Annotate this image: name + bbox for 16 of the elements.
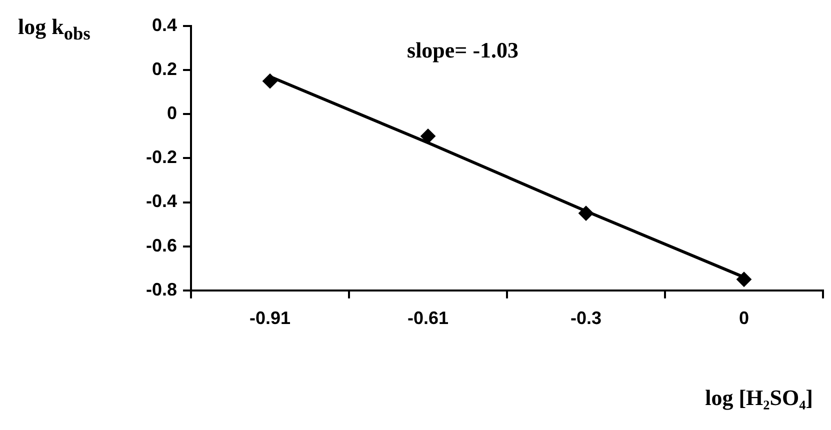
point (420, 128, 436, 144)
y-tick-label: -0.2 (146, 147, 178, 168)
y-tick-label: -0.8 (146, 279, 178, 300)
point (736, 272, 752, 287)
y-tick-label: 0.4 (152, 14, 178, 35)
x-tick-label: -0.3 (570, 308, 602, 328)
y-tick-label: 0 (167, 103, 178, 124)
y-axis-title: log k$_{obs}$ (18, 14, 90, 44)
x-tick-label: -0.91 (250, 308, 291, 328)
y-tick-label: -0.4 (146, 191, 178, 212)
annotation: slope= -1.03 (406, 38, 519, 63)
x-axis-title: log [H₂SO₄] (705, 385, 813, 411)
x-tick-label: -0.61 (407, 308, 449, 328)
y-tick-label: 0.2 (152, 59, 178, 80)
y-tick-label: -0.6 (146, 235, 178, 256)
x-tick-label: 0 (738, 308, 750, 328)
